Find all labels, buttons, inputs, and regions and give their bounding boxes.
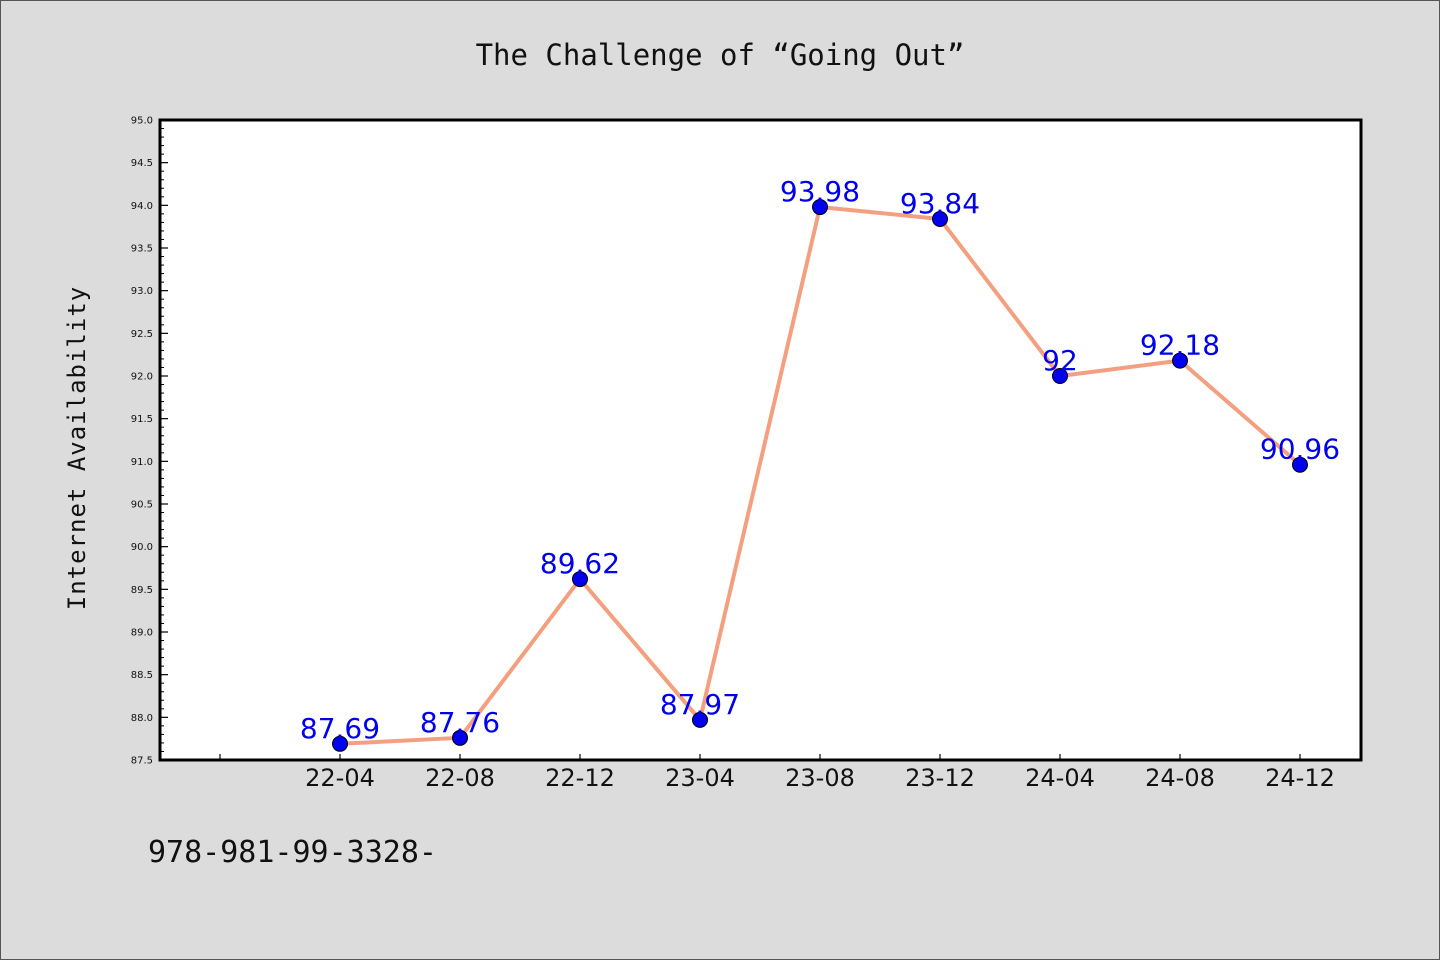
data-point [1292,456,1308,473]
x-tick-label: 23-12 [905,764,975,792]
x-axis: 22-04 22-08 22-12 23-04 23-08 23-12 24-04 24-08… [219,754,1335,792]
y-tick-label: 89.5 [131,585,153,596]
data-point [692,711,708,728]
data-point [1172,352,1188,369]
data-point [932,210,948,227]
x-tick-label: 22-08 [425,764,495,792]
data-point [332,735,348,752]
y-axis-label: Internet Availability [63,286,91,610]
data-label: 87.76 [420,706,500,739]
x-tick-label: 22-04 [305,764,375,792]
data-label: 90.96 [1260,433,1340,466]
y-tick-label: 89.0 [131,628,153,639]
footer-text: 978-981-99-3328- [148,835,437,870]
y-tick-label: 95.0 [131,116,153,127]
y-tick-label: 90.0 [131,542,153,553]
data-label: 89.62 [540,547,620,580]
x-tick-label: 24-08 [1145,764,1215,792]
x-tick-label: 24-04 [1025,764,1095,792]
y-tick-label: 94.0 [131,201,153,212]
x-tick-label: 22-12 [545,764,615,792]
chart-title: The Challenge of “Going Out” [475,38,965,72]
data-label: 93.98 [780,175,860,208]
y-tick-label: 90.5 [131,500,153,511]
data-label: 87.97 [660,688,740,721]
y-tick-label: 93.0 [131,286,153,297]
y-tick-label: 88.5 [131,670,153,681]
y-axis: 87.5 88.0 88.5 89.0 89.5 90.0 90.5 91.0 91.5 92.0… [131,116,168,767]
data-label: 87.69 [300,712,380,745]
y-tick-label: 87.5 [131,756,153,767]
y-tick-label: 92.5 [131,329,153,340]
data-point [1052,368,1068,384]
data-label: 93.84 [900,187,980,220]
y-tick-label: 94.5 [131,158,153,169]
x-tick-label: 23-04 [665,764,735,792]
data-point [572,571,588,588]
data-label: 92 [1042,344,1078,377]
y-tick-label: 91.5 [131,414,153,425]
x-tick-label: 23-08 [785,764,855,792]
y-tick-label: 93.5 [131,244,153,255]
series-group: 87.69 87.76 89.62 87.97 93.98 93.84 92 92.18 90.… [300,175,1340,752]
y-tick-label: 88.0 [131,713,153,724]
data-point [452,729,468,746]
y-tick-label: 92.0 [131,372,153,383]
data-point [812,199,828,216]
plot-area [158,118,1363,762]
data-label: 92.18 [1140,329,1220,362]
x-tick-label: 24-12 [1265,764,1335,792]
y-tick-label: 91.0 [131,457,153,468]
